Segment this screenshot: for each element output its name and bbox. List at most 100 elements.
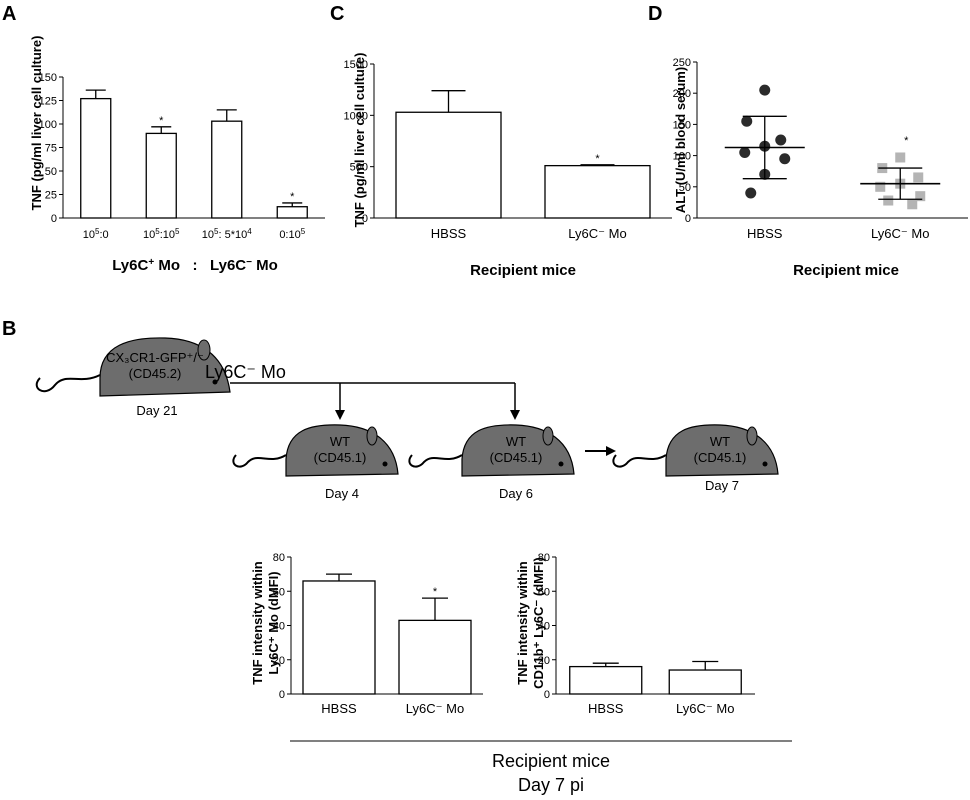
chart-b-left-ylabel-2: Ly6C⁺ Mo (dMFI)	[266, 571, 281, 674]
chart-b-right-xtick-label-0: HBSS	[588, 701, 624, 716]
chart-a-group-left: Ly6C	[112, 257, 148, 274]
chart-c-bar-1	[544, 164, 651, 219]
chart-b-right-ytick-label-3: 60	[538, 586, 550, 598]
donor-day: Day 21	[136, 403, 177, 418]
panel-letter-b: B	[2, 318, 16, 340]
chart-b-left: 0 20 40 60 80 HBSS * Ly6C⁻ Mo	[273, 552, 483, 716]
chart-b-right-ytick-label-4: 80	[538, 552, 550, 564]
chart-b-right-ytick-label-1: 20	[538, 655, 550, 667]
chart-c-ytick-label-3: 1500	[344, 59, 368, 71]
chart-b-right-ylabel: TNF intensity withinCD11b⁺ Ly6C⁻ (dMFI)	[515, 557, 546, 689]
chart-a-bar-3	[276, 206, 308, 219]
panel-letter-c: C	[330, 3, 344, 25]
chart-d-ytick-label-4: 200	[673, 88, 691, 100]
chart-a-ytick-label-0: 0	[51, 213, 57, 225]
chart-a-sig-1: *	[159, 115, 164, 127]
chart-b-left-ytick-label-0: 0	[279, 689, 285, 701]
recipient-2-line2: (CD45.1)	[490, 450, 543, 465]
chart-a-xtick-label-3-part-0: 0:10	[279, 229, 300, 241]
chart-b-left-bar-0	[302, 580, 376, 695]
chart-c-ylabel: TNF (pg/ml liver cell culture)	[352, 53, 367, 228]
chart-b-right-bar-0	[569, 665, 643, 695]
chart-b-left-xtick-label-1: Ly6C⁻ Mo	[406, 701, 464, 716]
chart-a-ytick-label-4: 100	[39, 119, 57, 131]
chart-c-ytick-label-1: 500	[350, 162, 368, 174]
recipient-1-line1: WT	[330, 434, 350, 449]
chart-a-xtick-label-2-part-3: 4	[247, 227, 252, 236]
chart-a-xtick-label-1: 105:105	[143, 227, 180, 242]
chart-a-group-mid: Mo : Ly6C	[154, 257, 246, 274]
chart-a-xtick-label-3: 0:105	[279, 227, 305, 242]
recipient-3-line1: WT	[710, 434, 730, 449]
chart-a-xtick-label-1-part-1: 5	[155, 227, 160, 236]
chart-a-xtick-label-1-part-3: 5	[175, 227, 180, 236]
chart-a-group-right-sup: −	[246, 257, 252, 268]
chart-a-ytick-label-5: 125	[39, 96, 57, 108]
chart-b-left-bar-1	[398, 619, 472, 695]
chart-d-point-0-2	[775, 134, 787, 146]
chart-d-xlabel: Recipient mice	[793, 262, 899, 279]
chart-c: 0 500 1000 1500 HBSS * Ly6C⁻ Mo	[344, 59, 672, 241]
chart-d-point-0-5	[779, 153, 791, 165]
chart-b-right-xtick-label-1: Ly6C⁻ Mo	[676, 701, 734, 716]
chart-a-xtick-label-0-part-2: :0	[100, 229, 109, 241]
chart-a-ytick-label-3: 75	[45, 143, 57, 155]
chart-b-left-ylabel: TNF intensity withinLy6C⁺ Mo (dMFI)	[250, 561, 281, 685]
chart-b-right-ylabel-2: CD11b⁺ Ly6C⁻ (dMFI)	[531, 557, 546, 689]
chart-b-right-ylabel-1: TNF intensity within	[515, 561, 530, 685]
recipient-2-day: Day 6	[499, 486, 533, 501]
transfer-schematic: CX₃CR1-GFP⁺/⁻ (CD45.2) Day 21 Ly6C⁻ Mo W…	[35, 337, 779, 501]
chart-a-xtick-label-1-part-2: :10	[160, 229, 175, 241]
chart-a-ytick-label-1: 25	[45, 190, 57, 202]
chart-d-point-1-4	[875, 181, 886, 192]
chart-a-xtick-label-3-part-1: 5	[301, 227, 306, 236]
chart-d-point-1-0	[895, 152, 906, 163]
chart-a-xtick-label-0: 105:0	[83, 227, 109, 242]
chart-b-left-ylabel-1: TNF intensity within	[250, 561, 265, 685]
chart-d-point-0-1	[741, 115, 753, 127]
chart-a-group-label: Ly6C+ Mo : Ly6C− Mo	[112, 257, 278, 275]
chart-b-right-bar-1	[668, 669, 742, 695]
chart-a-ylabel: TNF (pg/ml liver cell culture)	[29, 36, 44, 211]
chart-b-left-ytick-label-4: 80	[273, 552, 285, 564]
chart-a-group-right: Mo	[252, 257, 278, 274]
chart-a-sig-3: *	[290, 191, 295, 203]
chart-d-point-0-7	[745, 187, 757, 199]
chart-d-ylabel: ALT (U/ml blood serum)	[673, 67, 688, 213]
chart-a-ytick-label-6: 150	[39, 72, 57, 84]
chart-c-ytick-label-0: 0	[362, 213, 368, 225]
chart-a-ytick-label-2: 50	[45, 166, 57, 178]
transfer-label: Ly6C⁻ Mo	[205, 362, 286, 382]
panel-letter-a: A	[2, 3, 16, 25]
chart-d: 0 50 100 150 200 250 HBSS * Ly6C⁻ Mo	[673, 57, 968, 241]
chart-a-xtick-label-2-part-1: 5	[214, 227, 219, 236]
chart-b-left-ytick-label-1: 20	[273, 655, 285, 667]
chart-c-sig-1: *	[595, 153, 600, 165]
donor-mouse-icon	[35, 337, 231, 397]
chart-a-bar-1	[145, 132, 177, 219]
chart-b-left-sig-1: *	[433, 586, 438, 598]
recipient-3-line2: (CD45.1)	[694, 450, 747, 465]
chart-d-ytick-label-1: 50	[679, 182, 691, 194]
panel-letter-d: D	[648, 3, 662, 25]
chart-a-bar-0	[80, 97, 112, 219]
chart-d-xtick-label-1: Ly6C⁻ Mo	[871, 226, 929, 241]
bottom-caption-line2: Day 7 pi	[518, 775, 584, 795]
recipient-mouse-icon-2	[408, 424, 575, 477]
chart-b-right-ytick-label-0: 0	[544, 689, 550, 701]
chart-d-ytick-label-3: 150	[673, 119, 691, 131]
chart-b-right-ytick-label-2: 40	[538, 621, 550, 633]
chart-c-ytick-label-2: 1000	[344, 110, 368, 122]
donor-line1: CX₃CR1-GFP⁺/⁻	[106, 350, 204, 365]
chart-c-xtick-label-1: Ly6C⁻ Mo	[568, 226, 626, 241]
chart-d-point-1-2	[913, 172, 924, 183]
chart-d-point-1-5	[915, 191, 926, 202]
donor-line2: (CD45.2)	[129, 366, 182, 381]
recipient-3-day: Day 7	[705, 478, 739, 493]
chart-c-xlabel: Recipient mice	[470, 262, 576, 279]
chart-d-ytick-label-0: 0	[685, 213, 691, 225]
chart-d-sig-1: *	[904, 135, 909, 147]
chart-d-ytick-label-2: 100	[673, 151, 691, 163]
